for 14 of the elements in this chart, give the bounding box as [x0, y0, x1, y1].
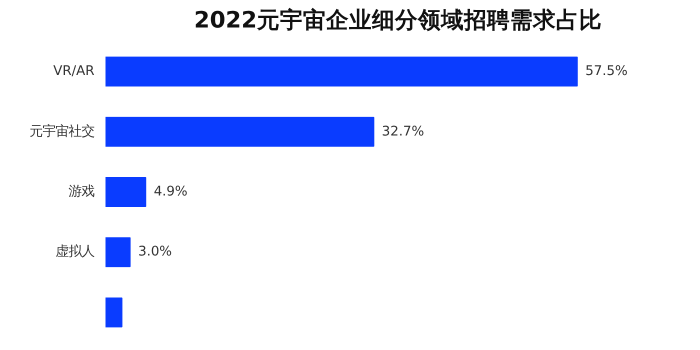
- data-label: 57.5%: [585, 64, 628, 80]
- bar: [106, 297, 122, 328]
- bar: [106, 237, 131, 268]
- y-tick-label: 元宇宙社交: [30, 123, 94, 140]
- y-tick-label: 虚拟人: [56, 244, 94, 260]
- y-tick-label: 游戏: [68, 184, 94, 200]
- y-tick-label: VR/AR: [53, 64, 95, 80]
- bar: [106, 56, 578, 87]
- data-label: 4.9%: [154, 184, 188, 200]
- data-label: 32.7%: [382, 124, 424, 140]
- bar: [106, 116, 374, 147]
- bar: [106, 177, 146, 207]
- chart-title: 2022元宇宙企业细分领域招聘需求占比: [194, 6, 602, 34]
- data-label: 3.0%: [138, 244, 172, 260]
